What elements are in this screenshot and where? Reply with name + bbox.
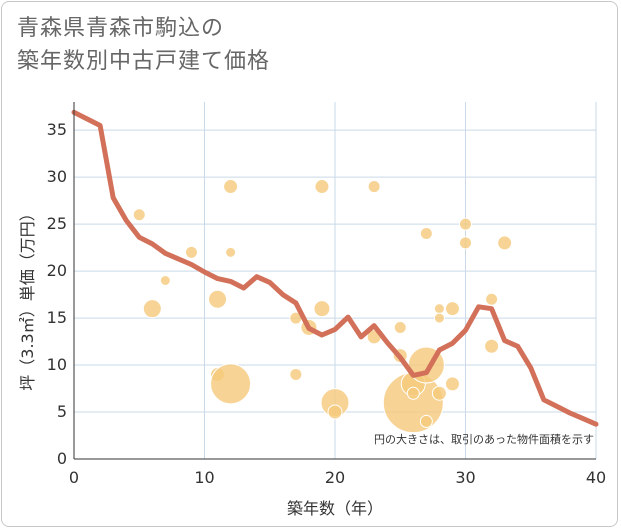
y-tick-label: 10	[47, 355, 67, 374]
data-bubble	[184, 245, 198, 259]
grid-lines	[74, 102, 597, 459]
x-tick-label: 0	[69, 468, 79, 487]
data-bubble	[225, 246, 237, 258]
y-tick-label: 15	[47, 308, 67, 327]
data-bubble	[289, 367, 303, 381]
y-tick-label: 20	[47, 261, 67, 280]
y-tick-label: 25	[47, 214, 67, 233]
y-tick-label: 5	[57, 402, 67, 421]
trend-layer	[71, 109, 599, 427]
data-bubble	[497, 235, 513, 251]
x-axis-label: 築年数（年）	[287, 499, 383, 518]
data-bubble	[367, 180, 381, 194]
data-bubble	[485, 292, 499, 306]
x-tick-label: 30	[455, 468, 475, 487]
data-bubble	[419, 414, 433, 428]
trend-line	[71, 109, 599, 427]
data-bubble	[208, 289, 228, 309]
data-bubble	[313, 300, 331, 318]
data-bubble	[132, 208, 146, 222]
data-bubble	[444, 376, 460, 392]
data-bubble	[142, 299, 162, 319]
y-tick-label: 0	[57, 449, 67, 468]
data-bubble	[433, 312, 445, 324]
y-tick-label: 35	[47, 120, 67, 139]
x-tick-label: 20	[325, 468, 345, 487]
bubble-size-note: 円の大きさは、取引のあった物件面積を示す	[374, 432, 594, 446]
title-line-2: 築年数別中古戸建て価格	[17, 49, 271, 74]
y-axis-label: 坪（3.3㎡）単価（万円）	[18, 205, 37, 390]
data-bubble	[327, 404, 343, 420]
x-tick-label: 40	[586, 468, 606, 487]
data-bubble	[459, 217, 472, 231]
data-bubble	[444, 301, 460, 317]
chart-title: 青森県青森市駒込の 築年数別中古戸建て価格	[17, 12, 270, 78]
data-bubble	[433, 303, 445, 315]
data-bubble	[314, 179, 330, 195]
data-bubble	[459, 236, 472, 250]
data-bubble	[393, 320, 407, 334]
data-bubble	[406, 386, 420, 400]
title-line-1: 青森県青森市駒込の	[17, 16, 225, 41]
y-tick-label: 30	[47, 167, 67, 186]
data-bubble	[210, 363, 252, 405]
data-bubble	[419, 227, 433, 241]
data-bubble	[431, 385, 447, 401]
x-tick-label: 10	[194, 468, 214, 487]
axes: 0 10 20 30 40 0 5 10 15 20 25 30 35	[47, 102, 606, 487]
bubble-layer	[132, 179, 513, 434]
data-bubble	[159, 275, 171, 286]
data-bubble	[484, 338, 500, 354]
data-bubble	[223, 179, 239, 195]
